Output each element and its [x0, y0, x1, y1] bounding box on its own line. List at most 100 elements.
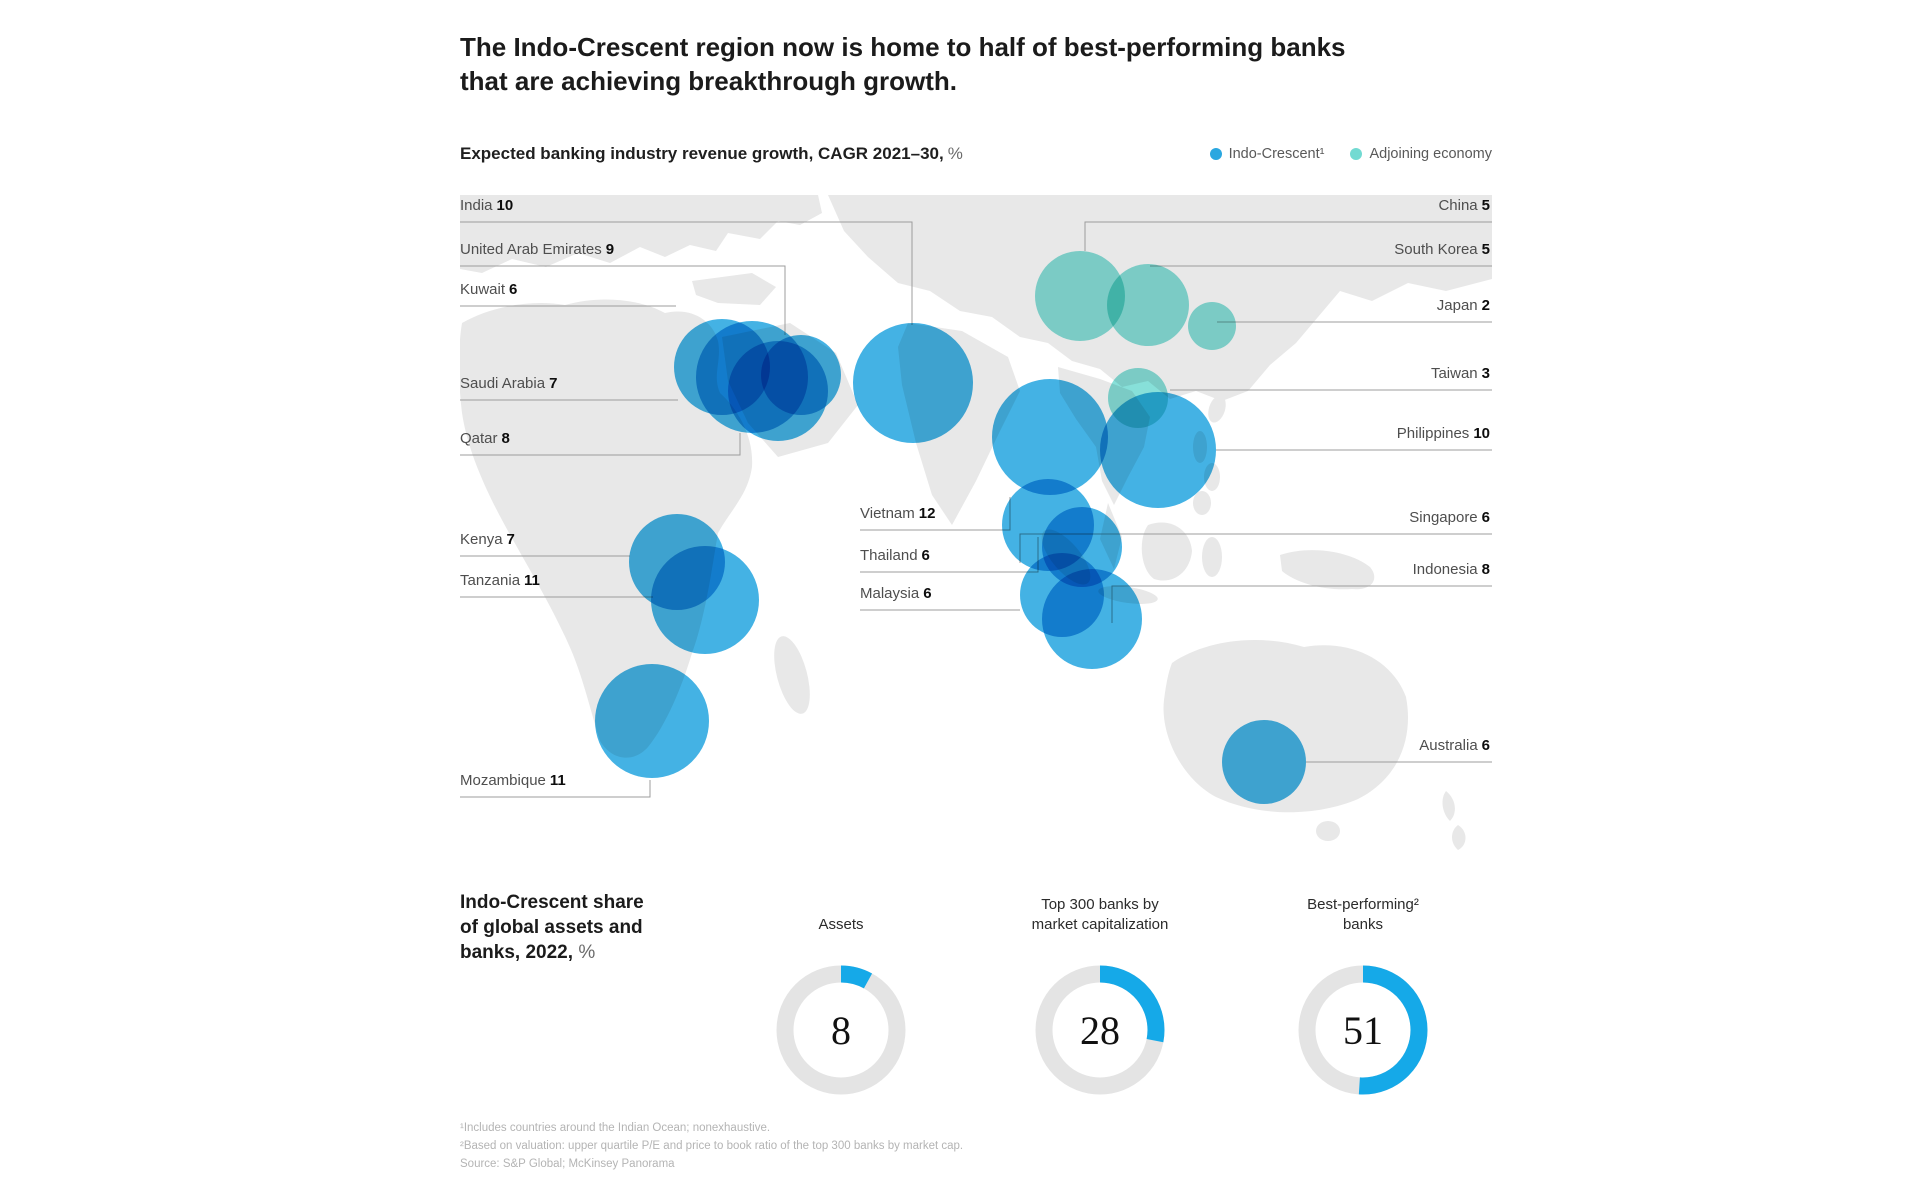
country-name: China — [1438, 197, 1478, 214]
country-value: 6 — [509, 281, 518, 298]
country-value: 8 — [501, 430, 510, 447]
map-label-thailand: Thailand 6 — [860, 547, 930, 564]
country-name: Thailand — [860, 547, 918, 564]
country-name: Mozambique — [460, 772, 546, 789]
country-value: 6 — [923, 585, 932, 602]
donut-label: Top 300 banks by market capitalization — [1031, 896, 1169, 933]
donut-value: 28 — [1080, 1007, 1120, 1053]
bubble-australia — [1222, 720, 1306, 804]
country-value: 5 — [1481, 197, 1490, 214]
legend-label: Adjoining economy — [1369, 146, 1492, 162]
country-value: 2 — [1481, 297, 1490, 314]
indo-crescent-dot-icon — [1209, 148, 1222, 160]
country-value: 11 — [524, 572, 540, 589]
country-name: United Arab Emirates — [460, 241, 602, 258]
land-korea — [1250, 289, 1278, 337]
country-value: 8 — [1481, 561, 1490, 578]
map-label-japan: Japan 2 — [1437, 297, 1490, 314]
bubble-kuwait — [761, 335, 841, 415]
country-value: 11 — [549, 772, 566, 789]
country-value: 5 — [1481, 241, 1490, 258]
donut-svg — [1035, 965, 1165, 1095]
donut-assets: Assets 8 — [721, 878, 961, 1100]
land-tasmania — [1316, 821, 1340, 841]
share-section: Indo-Crescent share of global assets and… — [460, 878, 1492, 1148]
land-philippines-3 — [1193, 491, 1211, 515]
country-name: Taiwan — [1430, 365, 1478, 382]
map-label-malaysia: Malaysia 6 — [860, 585, 932, 602]
country-value: 7 — [506, 531, 515, 548]
map-label-india: India 10 — [460, 197, 513, 214]
bubble-japan — [1188, 302, 1236, 350]
donut-chart: 51 — [1293, 960, 1433, 1100]
map-label-united-arab-emirates: United Arab Emirates 9 — [460, 241, 614, 258]
country-name: Kuwait — [460, 281, 506, 298]
bubble-south-korea — [1107, 264, 1189, 346]
country-name: Australia — [1419, 737, 1478, 754]
bubble-layer — [595, 251, 1306, 804]
bubble-mozambique — [595, 664, 709, 778]
leader-qatar — [460, 433, 741, 456]
leader-china — [1084, 221, 1492, 251]
map-label-mozambique: Mozambique 11 — [460, 772, 566, 789]
country-name: India — [460, 197, 493, 214]
country-name: Tanzania — [460, 572, 521, 589]
map-label-kuwait: Kuwait 6 — [460, 281, 517, 298]
donut-top300-banks: Top 300 banks by market capitalization 2… — [980, 878, 1220, 1100]
country-name: Vietnam — [860, 505, 915, 522]
subtitle-row: Expected banking industry revenue growth… — [460, 144, 1492, 164]
legend: Indo-Crescent¹ Adjoining economy — [1209, 146, 1492, 162]
country-value: 7 — [549, 375, 558, 392]
share-heading-text: Indo-Crescent share of global assets and… — [460, 892, 644, 964]
country-value: 10 — [1473, 425, 1490, 442]
bubble-tanzania — [651, 546, 759, 654]
country-value: 6 — [1481, 737, 1490, 754]
map-label-philippines: Philippines 10 — [1397, 425, 1490, 442]
share-heading-unit: % — [578, 942, 596, 964]
map-label-kenya: Kenya 7 — [460, 531, 515, 548]
donut-value: 8 — [831, 1007, 851, 1053]
exhibit-title: The Indo-Crescent region now is home to … — [460, 32, 1346, 97]
donut-arc — [1298, 965, 1428, 1095]
map-label-singapore: Singapore 6 — [1409, 509, 1490, 526]
country-value: 6 — [1481, 509, 1490, 526]
leader-united-arab-emirates — [460, 265, 786, 335]
country-name: Singapore — [1409, 509, 1478, 526]
land-new-guinea — [1280, 550, 1375, 590]
donut-value: 51 — [1343, 1007, 1383, 1053]
world-map: India 10 United Arab Emirates 9 Kuwait 6 Sa… — [460, 195, 1492, 855]
donut-best-performing-banks: Best-performing² banks 51 — [1243, 878, 1483, 1100]
source-line: Source: S&P Global; McKinsey Panorama — [460, 1157, 675, 1170]
leader-indonesia — [1111, 585, 1492, 623]
country-value: 10 — [496, 197, 514, 214]
country-value: 3 — [1481, 365, 1490, 382]
country-name: Kenya — [460, 531, 503, 548]
donut-chart: 8 — [771, 960, 911, 1100]
donut-svg — [776, 965, 906, 1095]
donut-arc — [1035, 965, 1165, 1095]
map-label-australia: Australia 6 — [1419, 737, 1490, 754]
bubble-taiwan — [1108, 368, 1168, 428]
map-label-saudi-arabia: Saudi Arabia 7 — [460, 375, 557, 392]
map-label-indonesia: Indonesia 8 — [1413, 561, 1490, 578]
country-value: 9 — [605, 241, 615, 258]
adjoining-economy-dot-icon — [1350, 148, 1363, 160]
donut-arc — [776, 965, 906, 1095]
map-svg — [460, 195, 1492, 850]
map-label-vietnam: Vietnam 12 — [860, 505, 935, 522]
land-new-zealand — [1442, 791, 1466, 850]
country-name: Indonesia — [1412, 561, 1478, 578]
land-taiwan — [1208, 395, 1226, 423]
legend-item-indo-crescent: Indo-Crescent¹ — [1209, 146, 1324, 162]
footnotes: ¹Includes countries around the Indian Oc… — [460, 1120, 963, 1173]
leader-mozambique — [460, 780, 651, 798]
country-name: Philippines — [1396, 425, 1470, 442]
legend-item-adjoining-economy: Adjoining economy — [1350, 146, 1492, 162]
map-label-china: China 5 — [1438, 197, 1490, 214]
map-label-tanzania: Tanzania 11 — [460, 572, 540, 589]
country-name: Malaysia — [860, 585, 920, 602]
country-name: Qatar — [460, 430, 498, 447]
map-label-taiwan: Taiwan 3 — [1431, 365, 1490, 382]
donut-svg — [1298, 965, 1428, 1095]
